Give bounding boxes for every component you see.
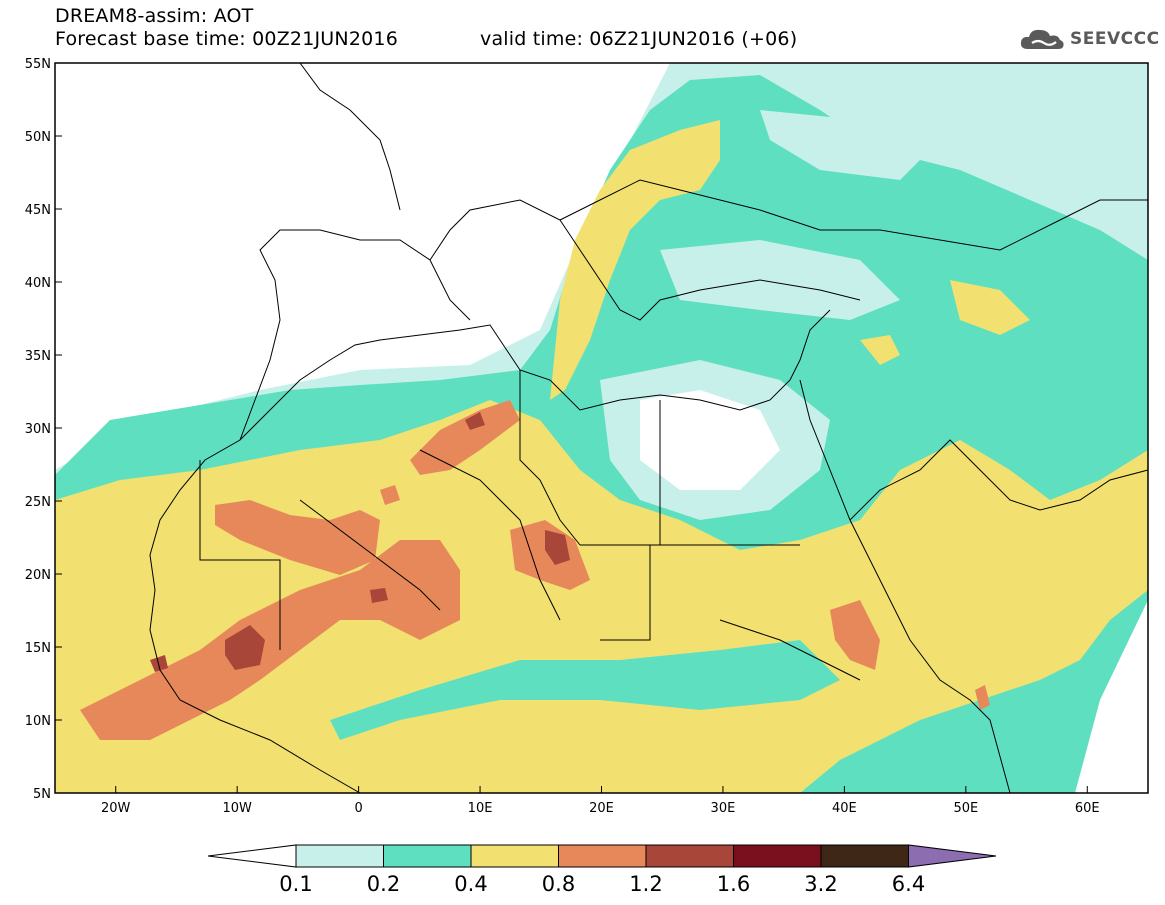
colorbar-level-label: 0.4	[454, 872, 487, 896]
time-info: Forecast base time: 00Z21JUN2016 valid t…	[55, 28, 797, 50]
valid-time: valid time: 06Z21JUN2016 (+06)	[480, 28, 798, 50]
colorbar-level-label: 1.2	[629, 872, 662, 896]
lon-tick-label: 50E	[953, 801, 978, 816]
colorbar-level-label: 0.1	[279, 872, 312, 896]
lat-tick-label: 45N	[25, 203, 51, 218]
lat-tick-label: 20N	[25, 568, 51, 583]
lat-tick-label: 35N	[25, 349, 51, 364]
lat-tick-label: 25N	[25, 495, 51, 510]
aot-colorbar: 0.1 0.2 0.4 0.8 1.2 1.6 3.2 6.4	[207, 844, 997, 896]
lon-tick-label: 60E	[1075, 801, 1100, 816]
base-time: Forecast base time: 00Z21JUN2016	[55, 28, 398, 50]
lon-tick-label: 30E	[711, 801, 736, 816]
lon-tick-label: 10E	[468, 801, 493, 816]
seevccc-logo: SEEVCCC	[1018, 25, 1160, 53]
colorbar-swatch	[733, 844, 822, 868]
lon-tick-label: 20E	[589, 801, 614, 816]
lat-tick-label: 15N	[25, 641, 51, 656]
aot-field	[55, 63, 1148, 793]
colorbar-level-label: 0.8	[542, 872, 575, 896]
lon-tick-label: 20W	[101, 801, 131, 816]
lat-tick-label: 55N	[25, 57, 51, 72]
map-axes: 20W 10W 0 10E 20E 30E 40E 50E 60E 55N 50N 45N 40N 35N…	[25, 57, 1100, 816]
cloud-icon	[1020, 29, 1064, 49]
colorbar-level-label: 3.2	[804, 872, 837, 896]
colorbar-swatch	[383, 844, 472, 868]
lat-tick-label: 50N	[25, 130, 51, 145]
lon-tick-label: 0	[354, 801, 362, 816]
colorbar-level-label: 6.4	[892, 872, 925, 896]
lon-tick-label: 40E	[832, 801, 857, 816]
lat-tick-label: 5N	[33, 787, 51, 802]
colorbar-over-triangle	[908, 844, 997, 868]
lon-tick-label: 10W	[222, 801, 252, 816]
colorbar-level-label: 1.6	[717, 872, 750, 896]
lat-tick-label: 40N	[25, 276, 51, 291]
colorbar-level-label: 0.2	[367, 872, 400, 896]
colorbar-swatch	[558, 844, 647, 868]
lat-tick-label: 10N	[25, 714, 51, 729]
colorbar-swatch	[295, 844, 384, 868]
lat-tick-label: 30N	[25, 422, 51, 437]
colorbar-swatch	[645, 844, 734, 868]
colorbar-swatch	[820, 844, 909, 868]
logo-text: SEEVCCC	[1070, 29, 1160, 49]
colorbar-under-triangle	[207, 844, 297, 868]
colorbar-swatch	[470, 844, 559, 868]
coastlines	[149, 63, 1148, 793]
map-title: DREAM8-assim: AOT	[55, 5, 254, 27]
